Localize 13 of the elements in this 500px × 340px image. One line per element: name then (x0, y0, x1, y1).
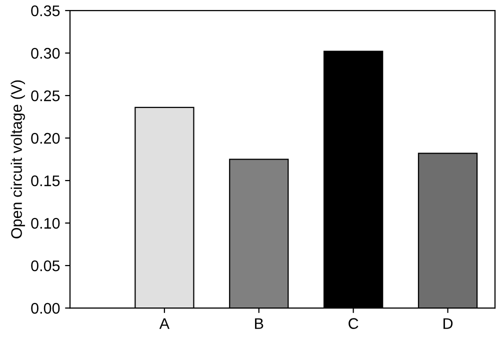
y-axis-title: Open circuit voltage (V) (10, 80, 25, 238)
y-tick-label: 0.15 (31, 175, 60, 186)
y-tick-label: 0.30 (31, 48, 60, 59)
x-tick-label: B (255, 318, 264, 329)
y-tick-label: 0.00 (31, 302, 60, 314)
x-tick-label: D (444, 318, 453, 329)
y-tick-label: 0.35 (31, 5, 60, 16)
y-tick-label: 0.05 (31, 260, 60, 272)
y-tick-label: 0.20 (31, 132, 60, 144)
x-tick-label: A (159, 318, 170, 329)
y-tick-label: 0.25 (31, 90, 60, 102)
x-tick-label: C (348, 318, 358, 329)
y-tick-label: 0.10 (31, 218, 60, 229)
